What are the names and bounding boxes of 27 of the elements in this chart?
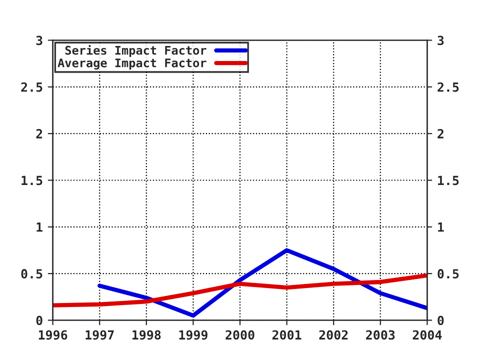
line-series (52, 273, 428, 308)
y2-tick-label: 1 (438, 222, 444, 232)
y2-tick-label: 2 (438, 129, 444, 138)
x-tick-label: 1998 (132, 330, 161, 340)
y-tick-label: 1 (36, 222, 42, 232)
y-tick-label: 1.5 (22, 176, 42, 186)
y2-tick-label: 1.5 (438, 176, 459, 186)
x-tick-label: 1997 (86, 330, 114, 340)
x-tick-label: 1996 (38, 330, 68, 340)
y-tick-label: 0 (36, 316, 42, 326)
y2-tick-label: 3 (438, 36, 444, 46)
x-tick-label: 2001 (272, 330, 302, 340)
line-series (98, 248, 428, 318)
y2-tick-label: 2.5 (438, 82, 459, 92)
x-tick-label: 2004 (412, 330, 442, 340)
y-tick-label: 3 (36, 36, 42, 46)
legend-label: Average Impact Factor (58, 58, 206, 70)
y-tick-label: 2.5 (21, 82, 42, 92)
y2-tick-label: 0.5 (438, 269, 459, 279)
y2-tick-label: 0 (438, 316, 444, 326)
y-tick-label: 0.5 (21, 269, 42, 279)
x-tick-label: 2003 (366, 330, 395, 340)
y-tick-label: 2 (36, 129, 42, 138)
legend-label: Series Impact Factor (65, 44, 206, 58)
x-tick-label: 2000 (226, 330, 254, 340)
x-tick-label: 1999 (179, 330, 208, 340)
x-tick-label: 2002 (319, 330, 348, 340)
